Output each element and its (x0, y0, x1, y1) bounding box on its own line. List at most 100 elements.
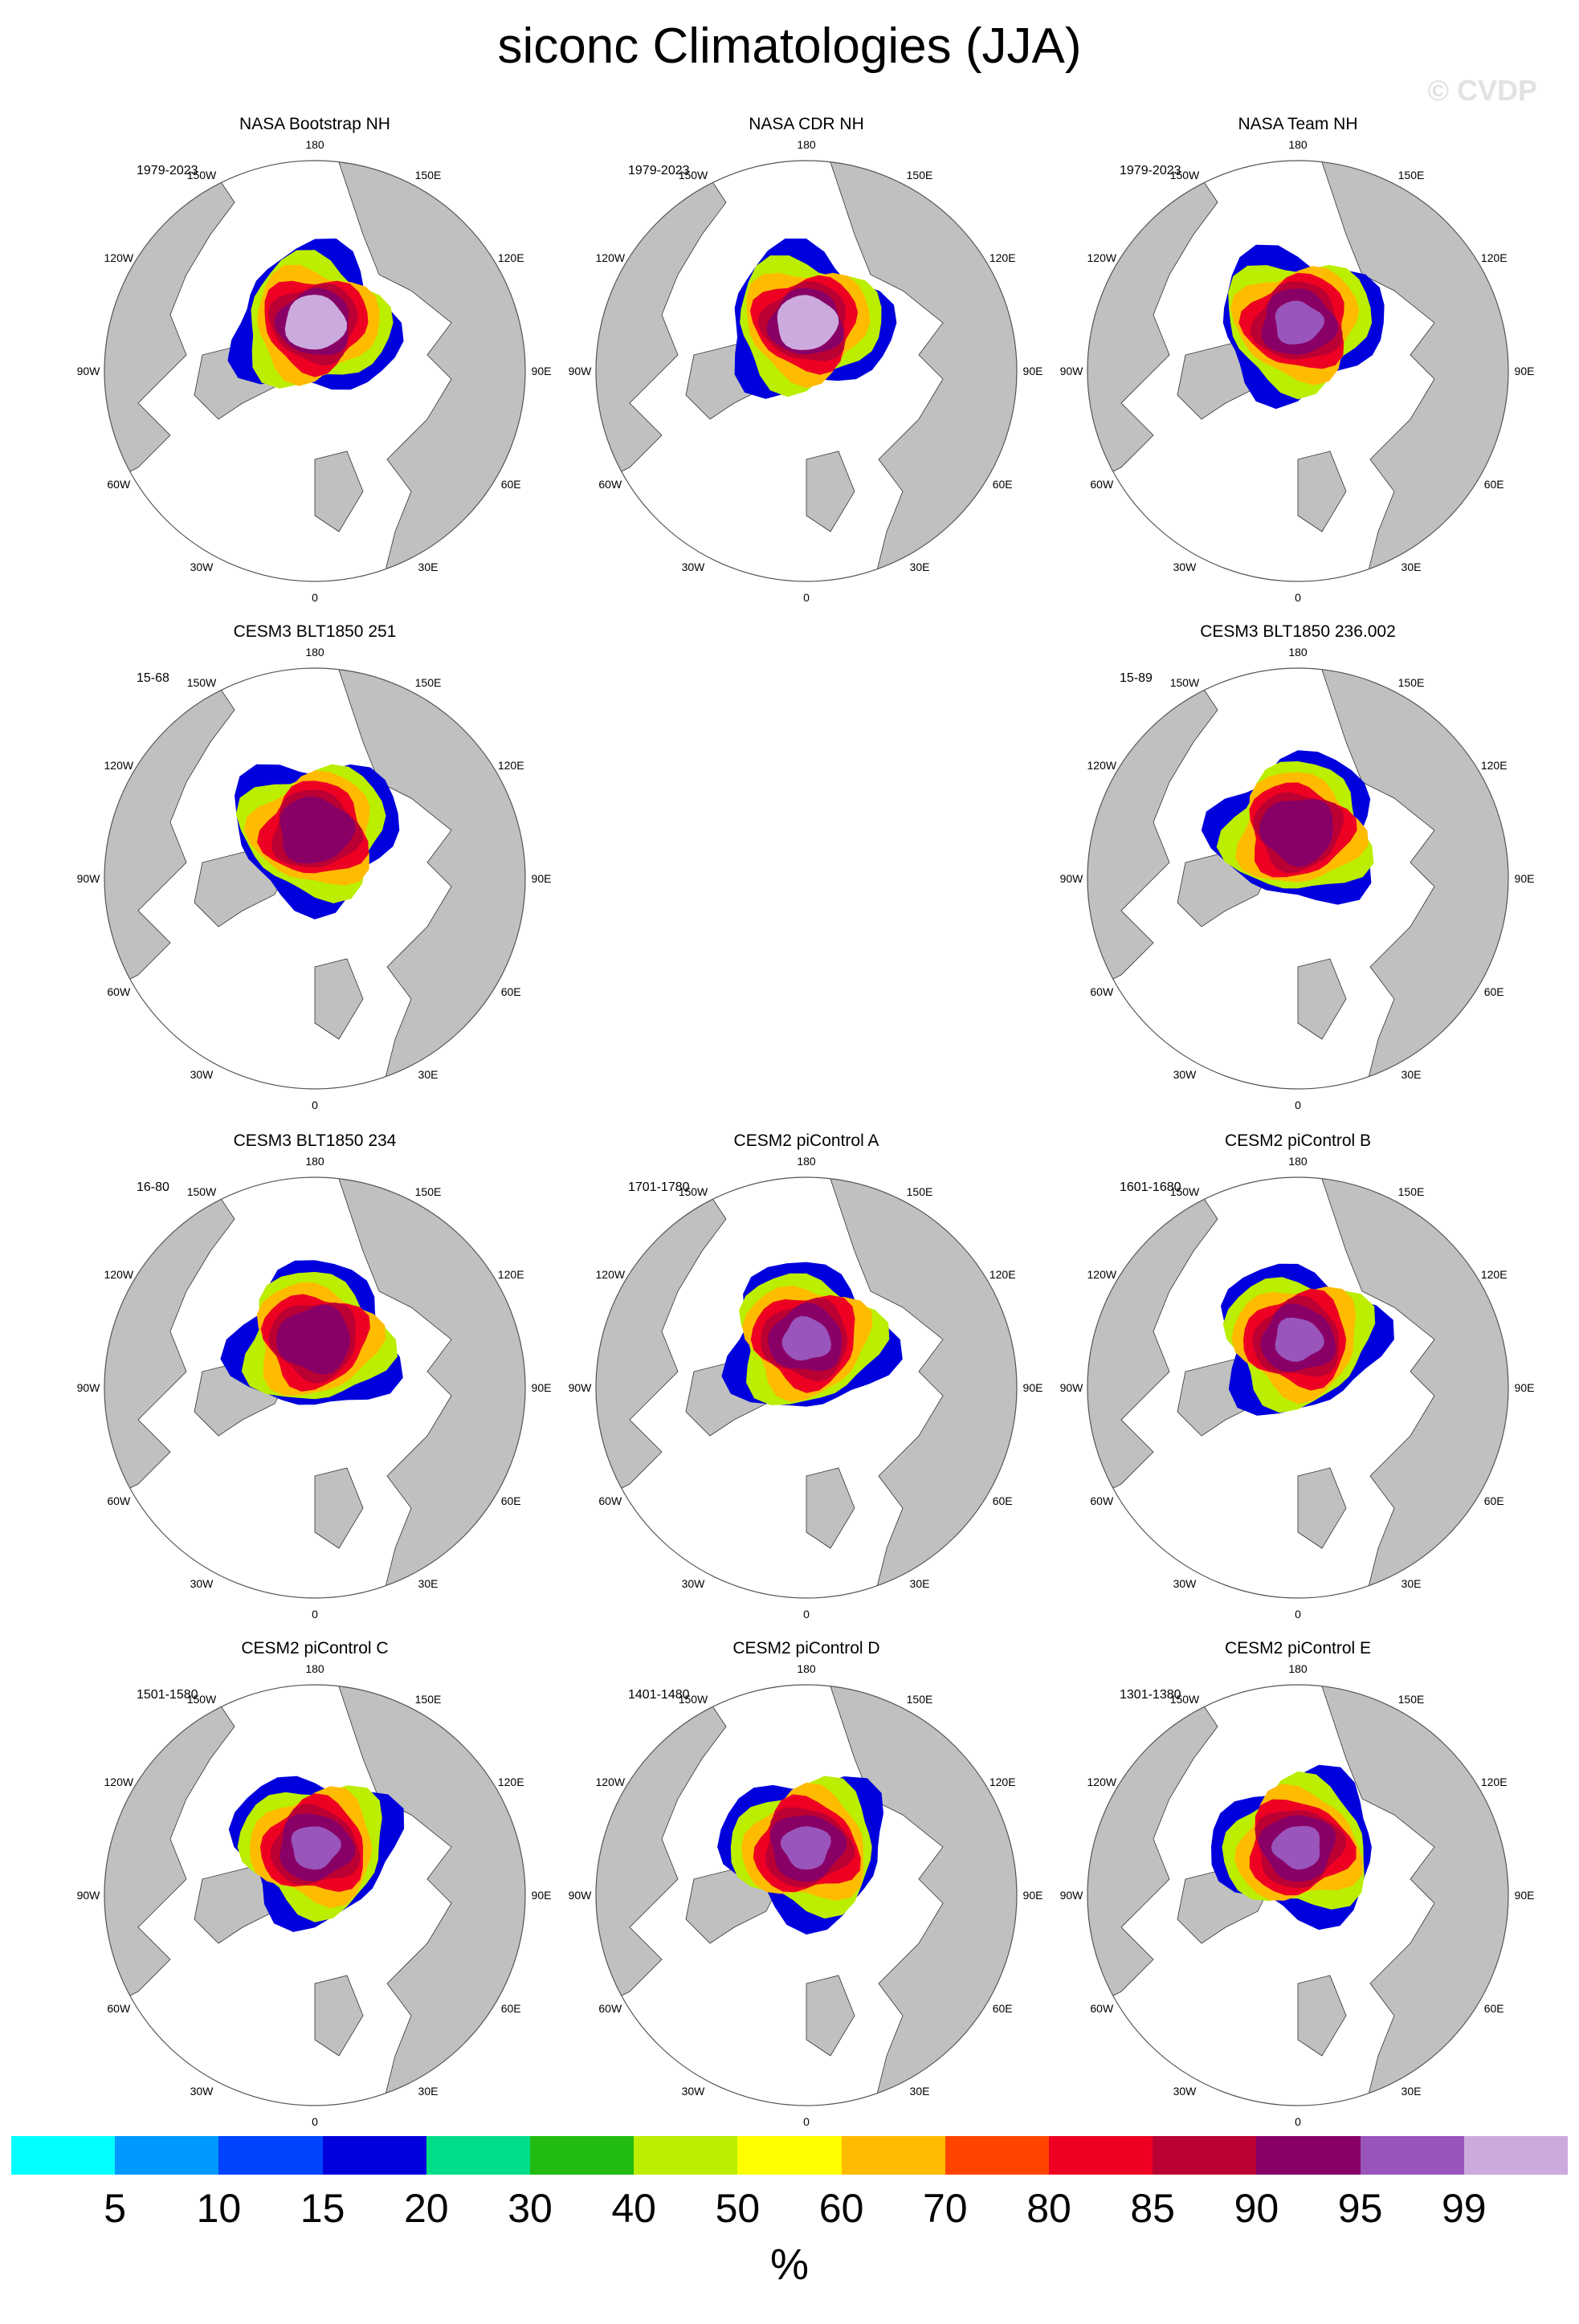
land-scandinavia (314, 451, 364, 532)
lon-label: 150W (187, 1185, 217, 1198)
map-boundary (595, 1684, 1018, 2106)
land-scandinavia (314, 1467, 364, 1549)
land-scandinavia (1297, 451, 1347, 532)
colorbar-segment (945, 2136, 1050, 2175)
colorbar-tick-label: 40 (611, 2186, 656, 2231)
colorbar-segment (634, 2136, 738, 2175)
panel-title: CESM2 piControl E (1224, 1639, 1372, 1657)
colorbar (11, 2136, 1569, 2175)
lon-label: 30E (418, 2085, 439, 2098)
lon-label: 60E (1484, 985, 1504, 998)
lon-label: 30E (418, 1577, 439, 1590)
lon-label: 90W (1060, 872, 1084, 885)
lon-label: 150E (415, 1693, 442, 1706)
lon-label: 90E (532, 365, 552, 377)
lon-label: 30W (682, 1577, 706, 1590)
lon-label: 150E (1398, 1693, 1425, 1706)
polar-map: 180 150E 120E 90E 60E 30E 0 30W 60W 90W 120W 150W (77, 1662, 552, 2128)
lon-label: 150E (907, 169, 933, 181)
lon-label: 60W (598, 1494, 622, 1507)
lon-label: 120E (498, 251, 524, 264)
lon-label: 120E (989, 1268, 1016, 1281)
lon-label: 60W (1090, 985, 1114, 998)
lon-label: 0 (312, 1099, 318, 1111)
map-boundary (1087, 667, 1509, 1090)
map-content (596, 1177, 1017, 1598)
lon-label: 90W (77, 365, 101, 377)
lon-label: 60E (993, 2002, 1013, 2015)
lon-label: 0 (312, 591, 318, 604)
lon-label: 120E (1481, 759, 1508, 772)
colorbar-tick-label: 85 (1130, 2186, 1175, 2231)
lon-label: 30E (910, 1577, 930, 1590)
map-boundary (104, 1176, 526, 1599)
colorbar-tick-label: 80 (1026, 2186, 1071, 2231)
map-panel: CESM2 piControl A 1701-1780 180 150E 120E 90E… (565, 1131, 1047, 1621)
map-boundary (104, 667, 526, 1090)
lon-label: 120E (498, 1268, 524, 1281)
colorbar-segment (218, 2136, 323, 2175)
polar-map: 180 150E 120E 90E 60E 30E 0 30W 60W 90W 120W 150W (569, 1155, 1043, 1621)
lon-label: 60W (1090, 1494, 1114, 1507)
panel-period: 1701-1780 (628, 1180, 690, 1194)
panel-period: 1979-2023 (1120, 164, 1181, 177)
lon-label: 180 (305, 1662, 324, 1675)
colorbar-segment (1153, 2136, 1257, 2175)
lon-label: 120W (1087, 251, 1117, 264)
ice-band-95 (781, 1315, 831, 1361)
panel-title: CESM2 piControl C (241, 1639, 389, 1657)
map-boundary (104, 1684, 526, 2106)
lon-label: 60W (107, 985, 131, 998)
lon-label: 0 (803, 1608, 810, 1621)
map-content (1087, 1685, 1508, 2106)
colorbar-tick-label: 99 (1441, 2186, 1487, 2231)
polar-map: 180 150E 120E 90E 60E 30E 0 30W 60W 90W 120W 150W (77, 138, 552, 604)
land-scandinavia (806, 1975, 855, 2057)
lon-label: 60W (598, 2002, 622, 2015)
lon-label: 0 (1295, 1099, 1301, 1111)
colorbar-segment (322, 2136, 426, 2175)
map-content (596, 161, 1017, 581)
lon-label: 150W (679, 169, 708, 181)
lon-label: 90W (1060, 365, 1084, 377)
lon-label: 60W (107, 1494, 131, 1507)
lon-label: 60E (1484, 1494, 1504, 1507)
lon-label: 120E (989, 251, 1016, 264)
lon-label: 150E (415, 169, 442, 181)
colorbar-tick-label: 5 (104, 2186, 127, 2231)
lon-label: 90W (77, 872, 101, 885)
lon-label: 30E (910, 2085, 930, 2098)
polar-map: 180 150E 120E 90E 60E 30E 0 30W 60W 90W 120W 150W (1060, 646, 1535, 1111)
colorbar-tick-label: 10 (196, 2186, 242, 2231)
lon-label: 150E (1398, 676, 1425, 689)
panel-title: CESM3 BLT1850 236.002 (1200, 622, 1396, 641)
ice-band-90 (276, 1304, 351, 1375)
colorbar-segment (11, 2136, 116, 2175)
lon-label: 0 (1295, 2115, 1301, 2128)
land-scandinavia (1297, 1467, 1347, 1549)
lon-label: 90E (1515, 1381, 1535, 1394)
lon-label: 150E (415, 676, 442, 689)
map-panel: CESM2 piControl C 1501-1580 180 150E 120E 90E… (74, 1638, 556, 2128)
lon-label: 180 (1288, 138, 1308, 151)
map-content (104, 1177, 525, 1598)
lon-label: 120W (1087, 759, 1117, 772)
lon-label: 120E (498, 1776, 524, 1788)
panel-period: 15-68 (137, 671, 169, 685)
colorbar-tick-label: 20 (403, 2186, 449, 2231)
lon-label: 90E (1023, 365, 1043, 377)
lon-label: 30W (1173, 561, 1198, 573)
lon-label: 90W (77, 1381, 101, 1394)
lon-label: 60W (1090, 2002, 1114, 2015)
panel-title: CESM3 BLT1850 251 (233, 622, 397, 641)
panel-title: CESM2 piControl B (1224, 1131, 1372, 1150)
lon-label: 30W (1173, 1577, 1198, 1590)
map-boundary (1087, 160, 1509, 582)
lon-label: 150W (187, 676, 217, 689)
panel-title: NASA Team NH (1238, 115, 1358, 133)
lon-label: 120W (596, 251, 626, 264)
colorbar-segment (1463, 2136, 1569, 2175)
panel-period: 1601-1680 (1120, 1180, 1181, 1194)
lon-label: 60W (107, 2002, 131, 2015)
